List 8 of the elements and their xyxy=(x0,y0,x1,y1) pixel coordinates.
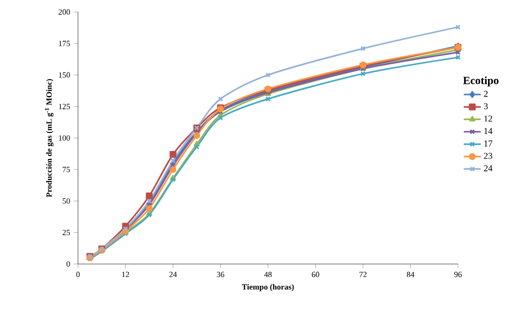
legend-label: 2 xyxy=(484,90,488,97)
legend-label: 3 xyxy=(484,103,488,110)
legend-label: 14 xyxy=(484,128,492,134)
legend-label: 24 xyxy=(484,165,492,172)
legend-label: 23 xyxy=(484,152,492,159)
legend-label: 17 xyxy=(484,140,492,146)
legend-label: 12 xyxy=(484,116,492,122)
legend-title: Ecotipo xyxy=(463,76,498,86)
